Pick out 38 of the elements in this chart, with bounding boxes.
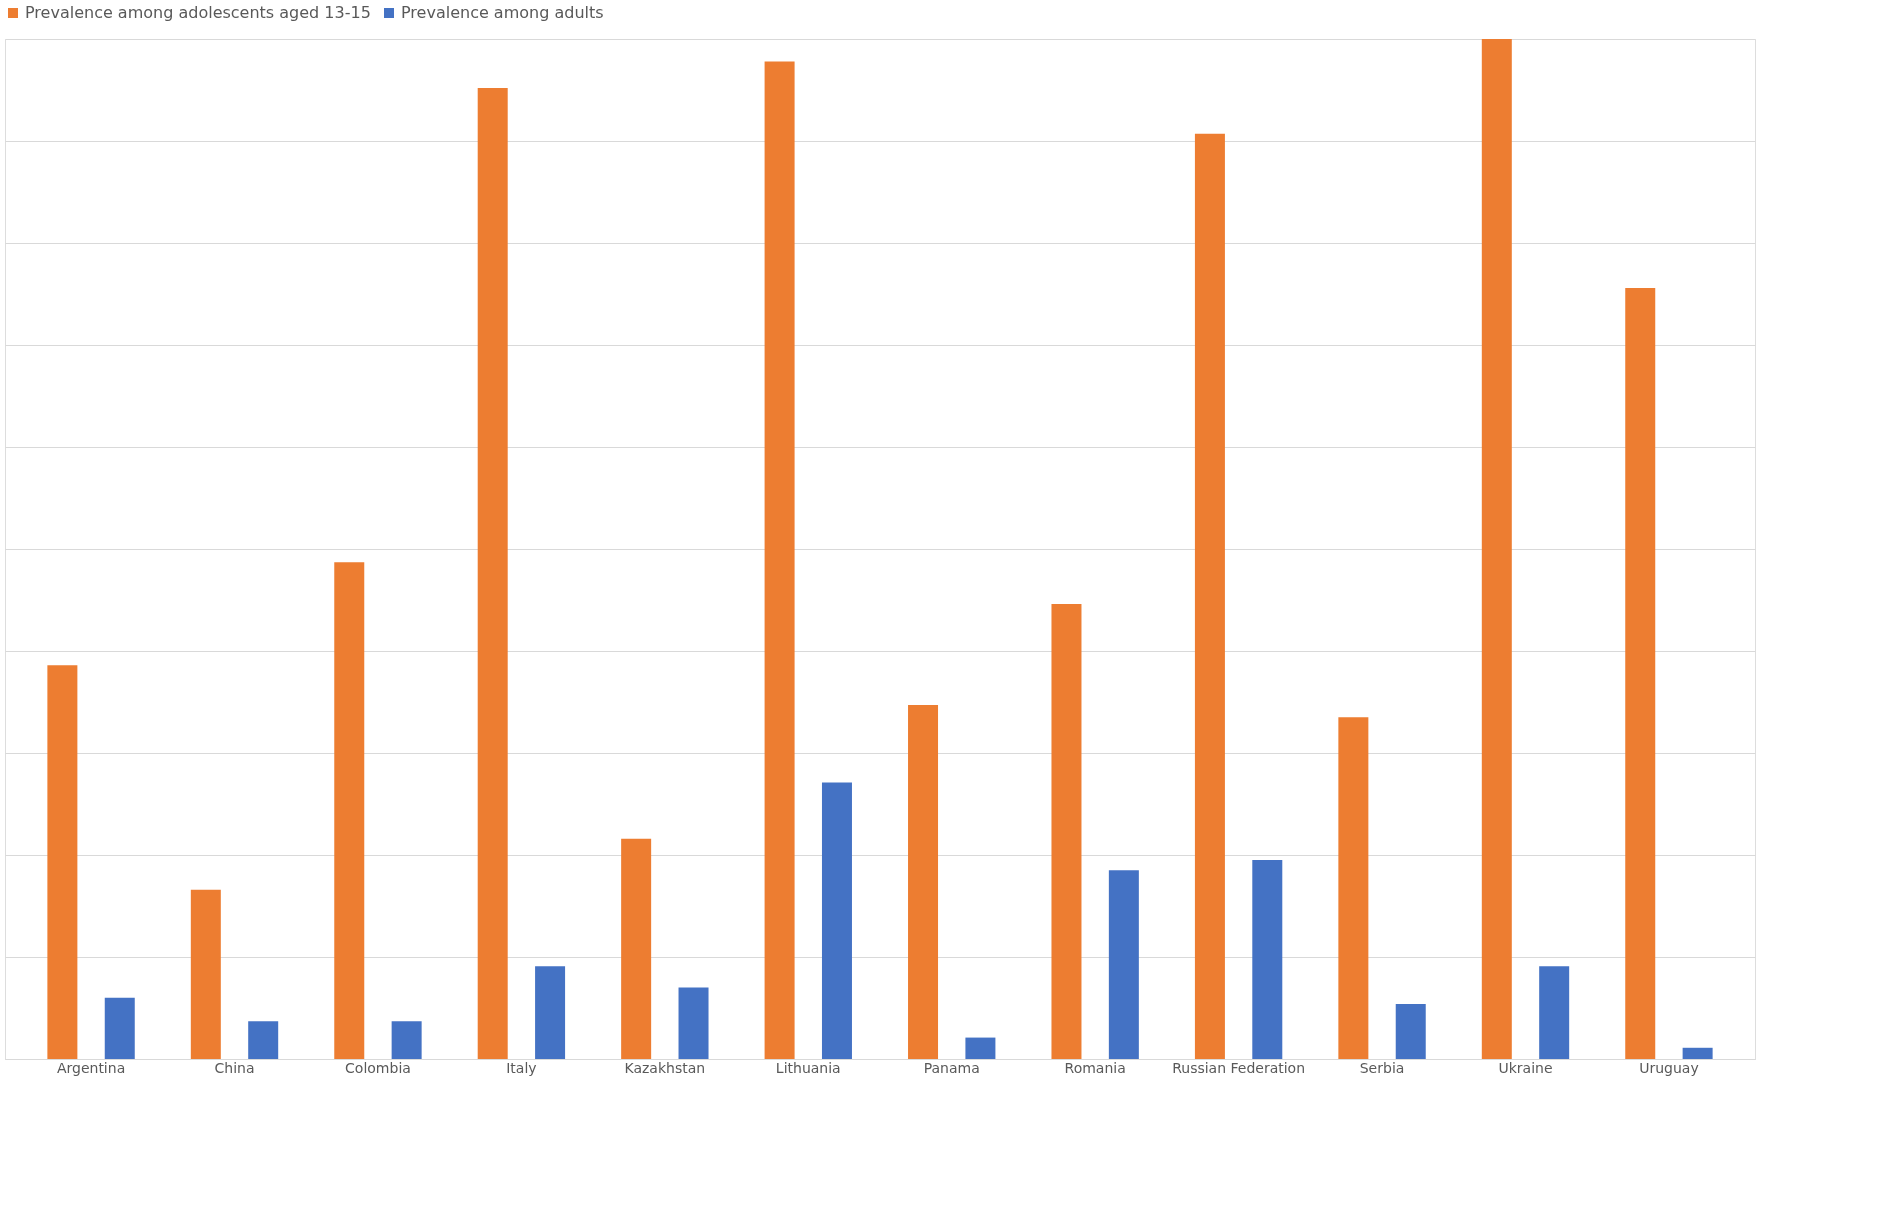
x-tick-label: Serbia [1359, 1059, 1405, 1076]
x-tick-label: Kazakhstan [624, 1059, 706, 1076]
bar [104, 997, 135, 1059]
x-tick-label: Lithuania [775, 1059, 841, 1076]
x-tick-label: Colombia [345, 1059, 411, 1076]
bar [1194, 133, 1225, 1059]
legend-label: Prevalence among adults [401, 3, 604, 22]
bar [190, 889, 221, 1059]
x-tick-label: Romania [1064, 1059, 1126, 1076]
bar [908, 705, 939, 1059]
bar [477, 87, 508, 1059]
bar [391, 1021, 422, 1059]
bar [1481, 39, 1512, 1059]
bar [1108, 870, 1139, 1059]
bar [965, 1037, 996, 1059]
x-tick-label: Uruguay [1639, 1059, 1699, 1076]
bar [334, 562, 365, 1059]
bar [821, 782, 852, 1059]
x-tick-label: Ukraine [1498, 1059, 1553, 1076]
x-tick-label: Italy [506, 1059, 537, 1076]
bar [1539, 966, 1570, 1059]
x-tick-label: China [214, 1059, 255, 1076]
bar [47, 665, 78, 1059]
bar [1338, 717, 1369, 1059]
x-tick-label: Argentina [56, 1059, 126, 1076]
bar [248, 1021, 279, 1059]
bar [1252, 860, 1283, 1059]
x-tick-label: Russian Federation [1172, 1059, 1306, 1076]
x-tick-label: Panama [923, 1059, 980, 1076]
bar [1682, 1047, 1713, 1059]
bar [1625, 287, 1656, 1059]
bar [678, 987, 709, 1059]
bar [1051, 604, 1082, 1059]
bar [621, 838, 652, 1059]
bar [1395, 1003, 1426, 1059]
legend-label: Prevalence among adolescents aged 13-15 [25, 3, 371, 22]
bar [535, 966, 566, 1059]
bar [764, 61, 795, 1059]
